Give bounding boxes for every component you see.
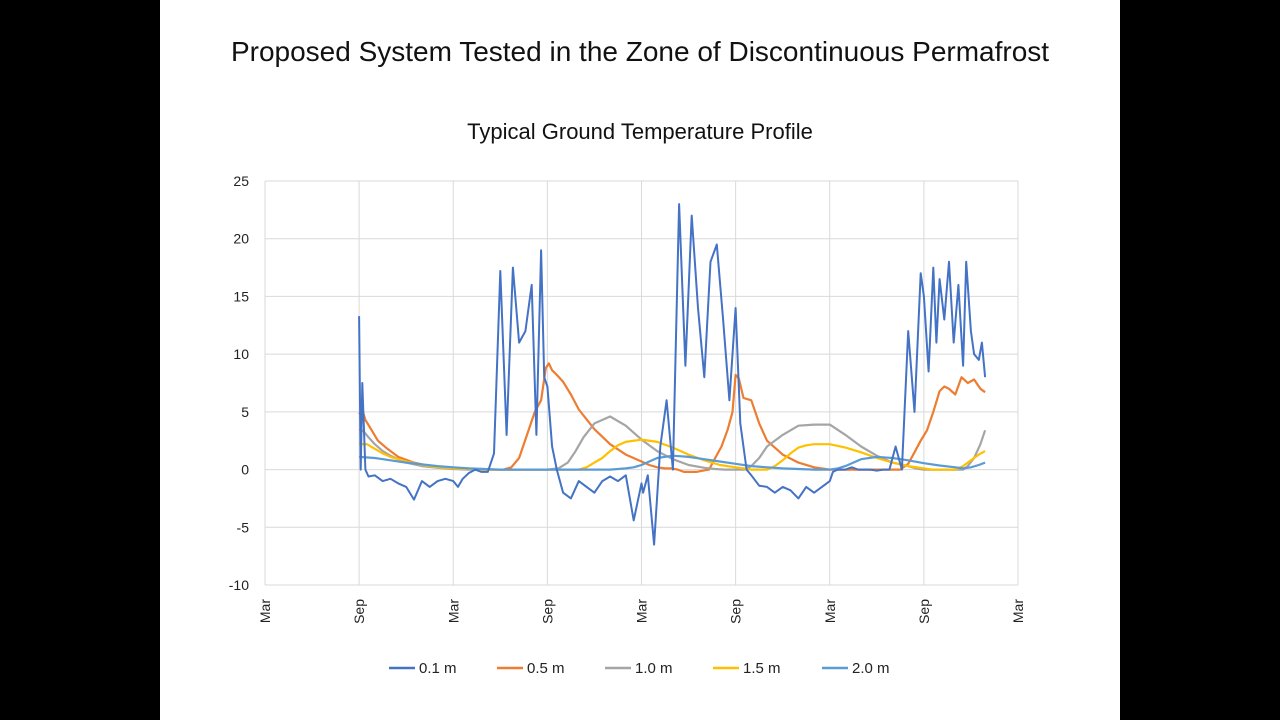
slide-title: Proposed System Tested in the Zone of Di… (230, 36, 1050, 67)
legend-item: 2.0 m (822, 660, 890, 677)
legend-item: 0.1 m (389, 660, 457, 677)
y-tick-label: 25 (233, 173, 249, 189)
y-axis-ticks: 25 20 15 10 5 0 -5 -10 (229, 173, 249, 593)
x-tick-label: Sep (539, 599, 555, 624)
y-tick-label: -5 (237, 519, 250, 535)
x-tick-label: Sep (728, 599, 744, 624)
x-tick-label: Mar (257, 599, 273, 623)
legend-item: 1.5 m (713, 660, 781, 677)
y-tick-label: 20 (233, 231, 249, 247)
x-tick-label: Mar (445, 599, 461, 623)
y-tick-label: -10 (229, 577, 249, 593)
legend-label: 2.0 m (852, 660, 890, 677)
x-tick-label: Sep (351, 599, 367, 624)
legend-label: 1.5 m (743, 660, 781, 677)
x-tick-label: Sep (916, 599, 932, 624)
y-tick-label: 10 (233, 346, 249, 362)
legend-label: 0.5 m (527, 660, 565, 677)
series-lines (358, 203, 987, 546)
y-tick-label: 0 (241, 462, 249, 478)
series-line-0-1-m (358, 203, 987, 546)
chart-title: Typical Ground Temperature Profile (467, 119, 813, 144)
slide: Proposed System Tested in the Zone of Di… (160, 0, 1120, 720)
y-tick-label: 5 (241, 404, 249, 420)
legend: 0.1 m 0.5 m 1.0 m 1.5 m 2.0 m (389, 660, 890, 677)
chart: Typical Ground Temperature Profile 25 20 1… (229, 119, 1026, 677)
x-tick-label: Mar (822, 599, 838, 623)
legend-item: 1.0 m (605, 660, 673, 677)
x-tick-label: Mar (634, 599, 650, 623)
x-axis-ticks: Mar Sep Mar Sep Mar Sep Mar Sep Mar (257, 599, 1026, 624)
legend-label: 1.0 m (635, 660, 673, 677)
y-tick-label: 15 (233, 288, 249, 304)
legend-label: 0.1 m (419, 660, 457, 677)
legend-item: 0.5 m (497, 660, 565, 677)
x-tick-label: Mar (1010, 599, 1026, 623)
